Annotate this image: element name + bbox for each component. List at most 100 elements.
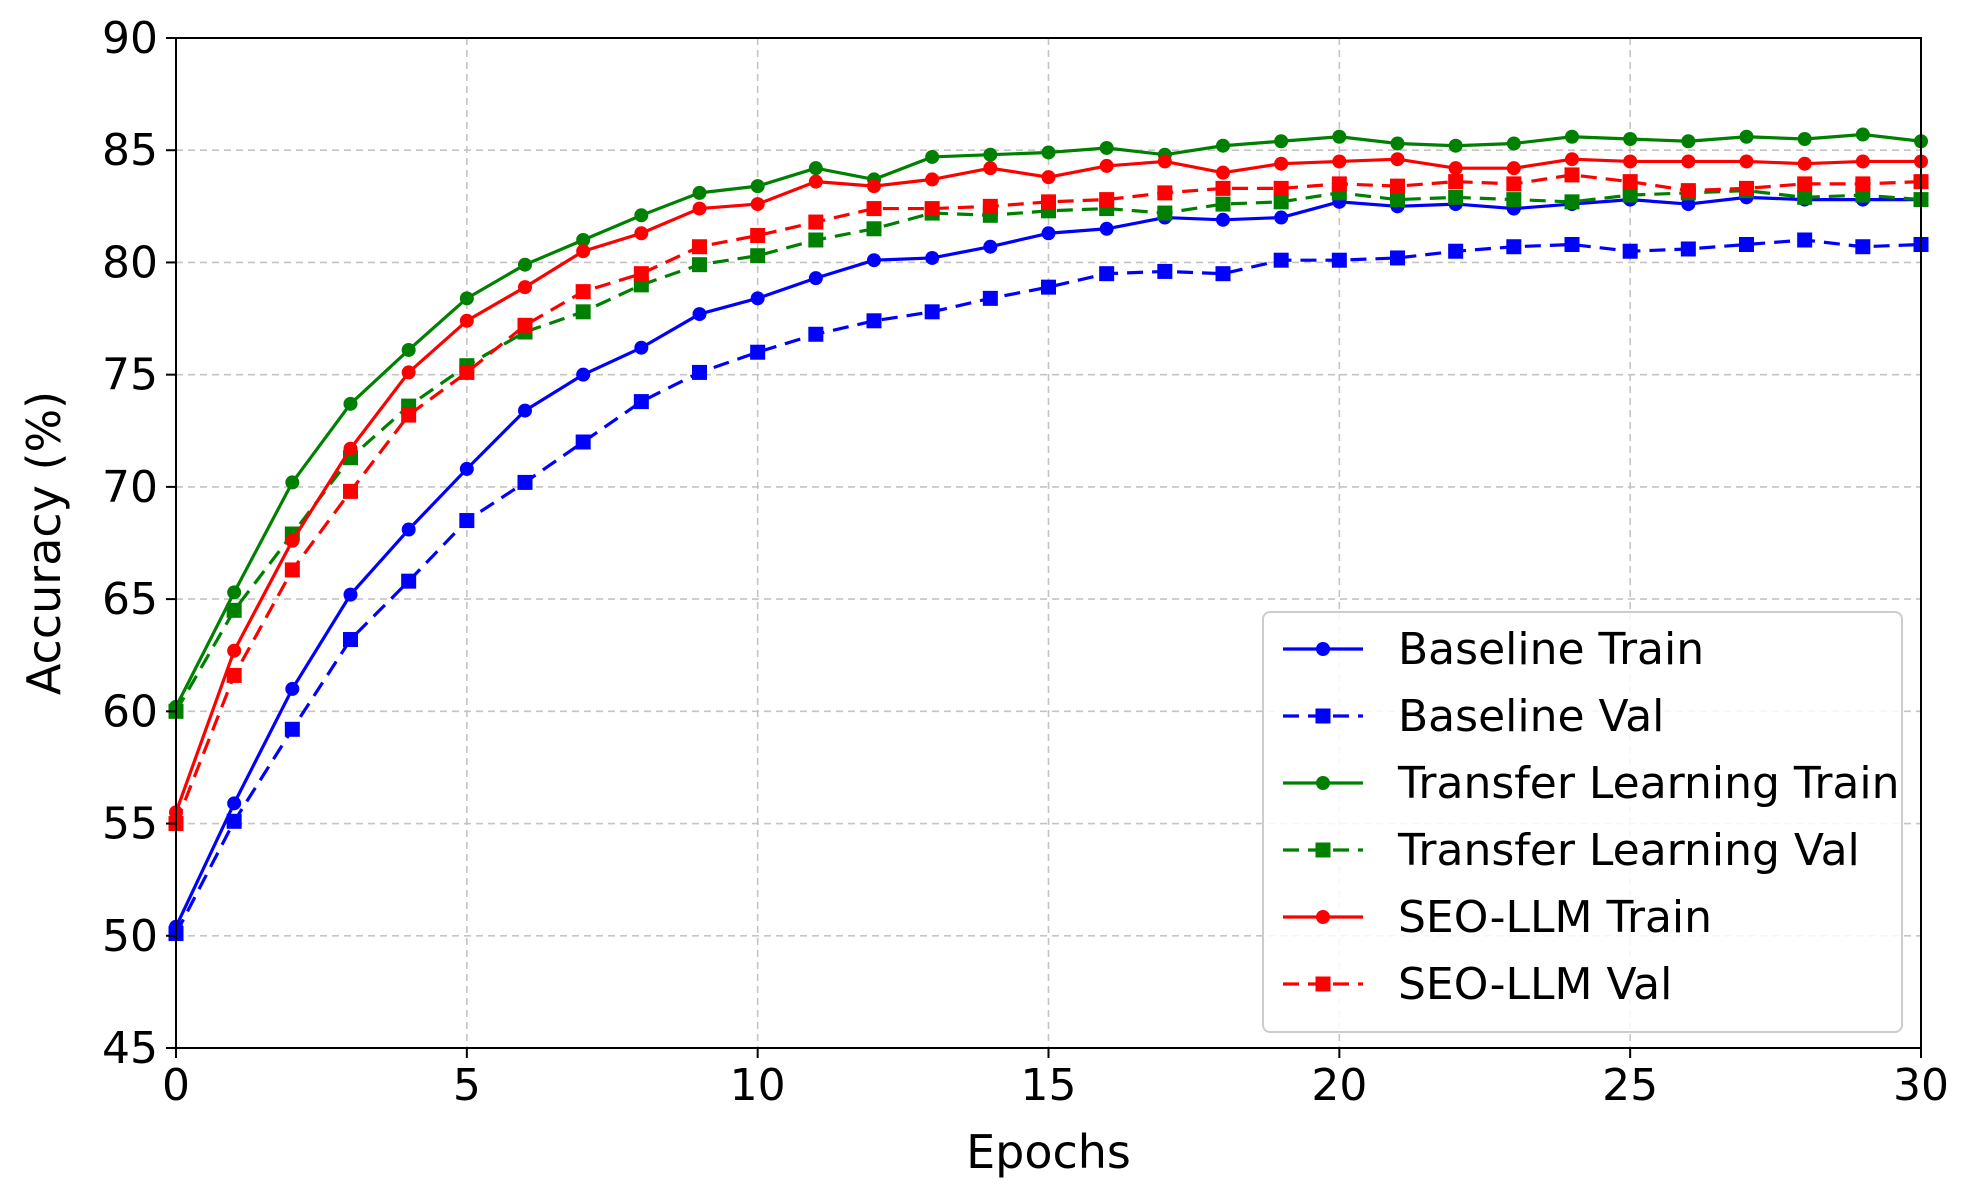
data-point xyxy=(576,233,591,247)
data-point xyxy=(925,149,940,164)
legend-item: Transfer Learning Train xyxy=(1283,758,1900,809)
data-point xyxy=(1797,189,1813,205)
data-point xyxy=(1739,129,1754,144)
legend-label: Transfer Learning Train xyxy=(1397,758,1900,809)
data-point xyxy=(1564,194,1580,210)
y-tick-label: 70 xyxy=(102,462,158,513)
data-point xyxy=(692,201,707,216)
data-point xyxy=(1448,138,1463,153)
data-point xyxy=(1273,252,1289,268)
data-point xyxy=(1041,170,1056,185)
data-point xyxy=(692,185,707,200)
data-point xyxy=(634,226,649,241)
data-point xyxy=(1855,154,1870,169)
data-point xyxy=(343,632,358,648)
data-point xyxy=(1273,194,1289,210)
data-point xyxy=(1390,136,1405,151)
data-point xyxy=(575,284,591,300)
data-point xyxy=(1041,279,1056,295)
data-point xyxy=(1564,236,1580,252)
y-axis-label: Accuracy (%) xyxy=(17,391,71,695)
data-point xyxy=(1216,138,1230,153)
data-point xyxy=(924,201,940,217)
data-point xyxy=(1390,192,1405,208)
x-tick-label: 25 xyxy=(1602,1060,1658,1111)
data-point xyxy=(401,573,417,589)
data-point xyxy=(401,342,416,357)
data-point xyxy=(925,172,940,187)
x-axis-label: Epochs xyxy=(966,1125,1131,1179)
data-point xyxy=(1216,212,1230,227)
legend-marker xyxy=(1315,976,1331,992)
data-point xyxy=(1680,183,1696,199)
data-point xyxy=(983,239,998,254)
data-point xyxy=(517,474,533,490)
x-tick-label: 15 xyxy=(1021,1060,1077,1111)
y-tick-label: 55 xyxy=(102,799,158,850)
data-point xyxy=(1157,205,1173,221)
x-tick-label: 20 xyxy=(1311,1060,1367,1111)
data-point xyxy=(866,221,882,237)
data-point xyxy=(1564,167,1580,183)
data-point xyxy=(1390,250,1405,266)
data-point xyxy=(285,681,300,696)
data-point xyxy=(1448,189,1464,205)
data-point xyxy=(1041,226,1056,241)
data-point xyxy=(692,239,707,255)
data-point xyxy=(1099,140,1114,155)
data-point xyxy=(1332,129,1347,144)
data-point xyxy=(982,198,998,214)
data-point xyxy=(401,407,417,423)
data-point xyxy=(1448,161,1463,176)
data-point xyxy=(576,367,591,382)
data-point xyxy=(1855,176,1871,192)
data-point xyxy=(634,340,649,355)
y-tick-label: 75 xyxy=(102,350,158,401)
data-point xyxy=(866,201,882,217)
data-point xyxy=(517,317,533,333)
legend-label: Baseline Train xyxy=(1398,624,1704,675)
legend-item: Transfer Learning Val xyxy=(1283,825,1860,876)
data-point xyxy=(1680,241,1696,257)
data-point xyxy=(1157,154,1172,169)
data-point xyxy=(227,643,242,658)
data-point xyxy=(1331,252,1347,268)
data-point xyxy=(808,326,824,342)
data-point xyxy=(1274,156,1289,171)
data-point xyxy=(1274,210,1289,225)
y-tick-label: 80 xyxy=(102,237,158,288)
data-point xyxy=(1157,185,1173,201)
data-point xyxy=(1681,154,1696,169)
data-point xyxy=(633,394,649,410)
y-tick-label: 45 xyxy=(102,1023,158,1074)
data-point xyxy=(634,208,649,223)
data-point xyxy=(1506,176,1522,192)
data-point xyxy=(1681,197,1696,212)
data-point xyxy=(1099,221,1114,236)
data-point xyxy=(925,250,940,265)
data-point xyxy=(1099,266,1115,282)
x-tick-label: 5 xyxy=(453,1060,481,1111)
data-point xyxy=(1622,174,1638,190)
data-point xyxy=(983,147,998,162)
y-tick-label: 90 xyxy=(102,13,158,64)
legend-item: Baseline Val xyxy=(1283,691,1664,742)
data-point xyxy=(867,253,881,268)
data-point xyxy=(1448,243,1464,259)
data-point xyxy=(750,291,765,306)
data-point xyxy=(1623,154,1638,169)
data-point xyxy=(226,813,242,829)
data-point xyxy=(808,214,824,230)
data-point xyxy=(1041,194,1056,210)
data-point xyxy=(1797,156,1812,171)
data-point xyxy=(1331,176,1347,192)
data-point xyxy=(343,441,358,456)
data-point xyxy=(1797,232,1813,248)
y-tick-label: 60 xyxy=(102,686,158,737)
data-point xyxy=(1332,154,1347,169)
legend-item: SEO-LLM Val xyxy=(1283,959,1672,1010)
data-point xyxy=(459,313,474,328)
legend-label: SEO-LLM Val xyxy=(1398,959,1672,1010)
legend-box xyxy=(1262,611,1903,1033)
